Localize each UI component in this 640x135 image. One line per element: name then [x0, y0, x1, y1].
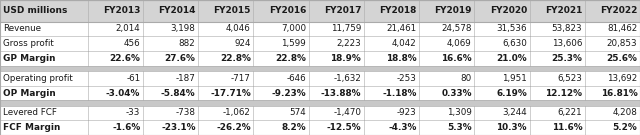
Text: Levered FCF: Levered FCF [3, 108, 57, 117]
Text: 1,599: 1,599 [282, 39, 306, 48]
Text: -17.71%: -17.71% [210, 89, 251, 97]
Text: 22.8%: 22.8% [275, 54, 306, 63]
Bar [0, 86, 640, 100]
Text: OP Margin: OP Margin [3, 89, 56, 97]
Text: 924: 924 [234, 39, 251, 48]
Bar [0, 120, 640, 135]
Text: -5.84%: -5.84% [161, 89, 196, 97]
Bar [0, 100, 640, 106]
Text: 3,198: 3,198 [171, 24, 196, 33]
Text: FY2015: FY2015 [214, 6, 251, 15]
Text: 7,000: 7,000 [281, 24, 306, 33]
Text: 1,309: 1,309 [447, 108, 472, 117]
Text: -1.18%: -1.18% [382, 89, 417, 97]
Text: 4,042: 4,042 [392, 39, 417, 48]
Bar [0, 36, 640, 51]
Text: -253: -253 [397, 74, 417, 83]
Text: -4.3%: -4.3% [388, 123, 417, 132]
Text: -13.88%: -13.88% [321, 89, 361, 97]
Text: 18.9%: 18.9% [330, 54, 361, 63]
Text: 53,823: 53,823 [552, 24, 582, 33]
Text: 22.6%: 22.6% [109, 54, 140, 63]
Text: FY2013: FY2013 [103, 6, 140, 15]
Text: -9.23%: -9.23% [271, 89, 306, 97]
Text: 6,221: 6,221 [557, 108, 582, 117]
Text: 11,759: 11,759 [331, 24, 361, 33]
Text: 18.8%: 18.8% [386, 54, 417, 63]
Bar [0, 71, 640, 86]
Text: FY2019: FY2019 [435, 6, 472, 15]
Bar [0, 0, 640, 22]
Text: FY2017: FY2017 [324, 6, 361, 15]
Text: -187: -187 [176, 74, 196, 83]
Text: 1,951: 1,951 [502, 74, 527, 83]
Text: 16.81%: 16.81% [601, 89, 637, 97]
Text: 13,606: 13,606 [552, 39, 582, 48]
Text: -923: -923 [397, 108, 417, 117]
Text: -61: -61 [126, 74, 140, 83]
Text: 13,692: 13,692 [607, 74, 637, 83]
Text: Gross profit: Gross profit [3, 39, 54, 48]
Text: 81,462: 81,462 [607, 24, 637, 33]
Text: GP Margin: GP Margin [3, 54, 56, 63]
Text: 31,536: 31,536 [497, 24, 527, 33]
Text: FY2018: FY2018 [379, 6, 417, 15]
Text: 2,223: 2,223 [337, 39, 361, 48]
Text: 456: 456 [124, 39, 140, 48]
Text: FY2020: FY2020 [490, 6, 527, 15]
Text: 0.33%: 0.33% [441, 89, 472, 97]
Text: 10.3%: 10.3% [497, 123, 527, 132]
Text: -23.1%: -23.1% [161, 123, 196, 132]
Text: 22.8%: 22.8% [220, 54, 251, 63]
Text: FY2022: FY2022 [600, 6, 637, 15]
Text: -12.5%: -12.5% [326, 123, 361, 132]
Text: -646: -646 [287, 74, 306, 83]
Text: 27.6%: 27.6% [164, 54, 196, 63]
Bar [0, 106, 640, 120]
Text: 6.19%: 6.19% [496, 89, 527, 97]
Text: 16.6%: 16.6% [441, 54, 472, 63]
Text: -1,062: -1,062 [223, 108, 251, 117]
Bar [0, 66, 640, 71]
Text: FCF Margin: FCF Margin [3, 123, 61, 132]
Bar [0, 22, 640, 36]
Text: -1.6%: -1.6% [112, 123, 140, 132]
Text: -1,470: -1,470 [333, 108, 361, 117]
Text: -3.04%: -3.04% [106, 89, 140, 97]
Text: 25.6%: 25.6% [607, 54, 637, 63]
Text: 6,630: 6,630 [502, 39, 527, 48]
Text: 21.0%: 21.0% [497, 54, 527, 63]
Text: FY2021: FY2021 [545, 6, 582, 15]
Text: 4,208: 4,208 [612, 108, 637, 117]
Text: 80: 80 [461, 74, 472, 83]
Text: USD millions: USD millions [3, 6, 68, 15]
Text: 3,244: 3,244 [502, 108, 527, 117]
Text: 12.12%: 12.12% [545, 89, 582, 97]
Text: 2,014: 2,014 [116, 24, 140, 33]
Text: 25.3%: 25.3% [551, 54, 582, 63]
Text: -1,632: -1,632 [333, 74, 361, 83]
Bar [0, 51, 640, 66]
Text: Revenue: Revenue [3, 24, 41, 33]
Text: -738: -738 [175, 108, 196, 117]
Text: 8.2%: 8.2% [282, 123, 306, 132]
Text: -26.2%: -26.2% [216, 123, 251, 132]
Text: 5.2%: 5.2% [612, 123, 637, 132]
Text: 11.6%: 11.6% [552, 123, 582, 132]
Text: Operating profit: Operating profit [3, 74, 73, 83]
Text: 24,578: 24,578 [441, 24, 472, 33]
Text: 4,069: 4,069 [447, 39, 472, 48]
Text: 6,523: 6,523 [557, 74, 582, 83]
Text: FY2016: FY2016 [269, 6, 306, 15]
Text: 5.3%: 5.3% [447, 123, 472, 132]
Text: 574: 574 [289, 108, 306, 117]
Text: 21,461: 21,461 [387, 24, 417, 33]
Text: 4,046: 4,046 [226, 24, 251, 33]
Text: 20,853: 20,853 [607, 39, 637, 48]
Text: -33: -33 [126, 108, 140, 117]
Text: -717: -717 [231, 74, 251, 83]
Text: FY2014: FY2014 [158, 6, 196, 15]
Text: 882: 882 [179, 39, 196, 48]
